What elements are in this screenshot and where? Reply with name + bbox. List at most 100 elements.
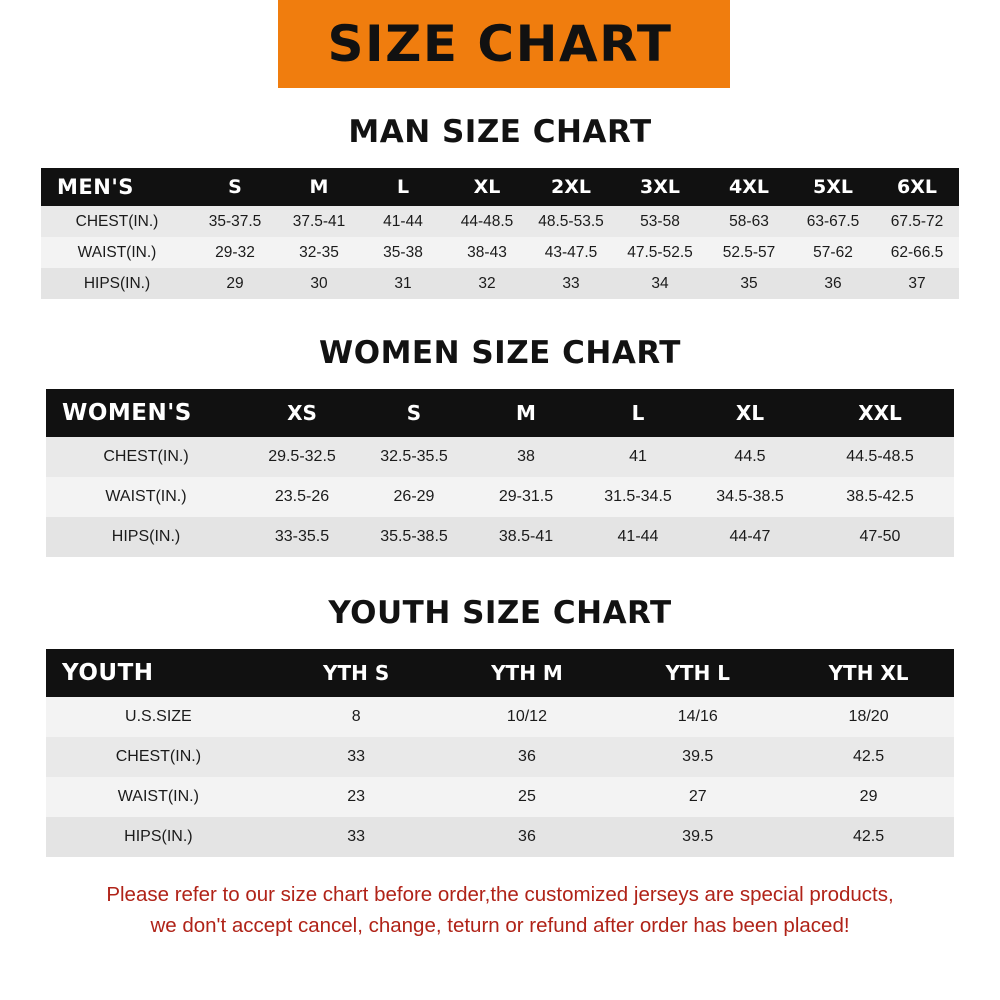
- table-cell: 25: [518, 788, 536, 805]
- table-cell: 33-35.5: [274, 528, 330, 545]
- youth-header-cell-4: YTH XL: [828, 661, 909, 685]
- table-cell: 44-47: [729, 528, 771, 545]
- table-row: CHEST(IN.) 33 36 39.5 42.5: [46, 737, 954, 777]
- women-header-cell-4: L: [631, 401, 645, 425]
- table-cell: 30: [310, 274, 328, 292]
- men-row-label-hips: HIPS(IN.): [83, 274, 151, 292]
- page-title: SIZE CHART: [327, 15, 673, 73]
- table-cell: 44.5-48.5: [846, 448, 914, 465]
- table-cell: 35-37.5: [208, 212, 262, 230]
- men-header-cell-0: MEN'S: [57, 175, 134, 199]
- table-cell: 41-44: [617, 528, 659, 545]
- women-row-label-chest: CHEST(IN.): [103, 448, 189, 465]
- women-header-cell-5: XL: [735, 401, 765, 425]
- table-cell: 37: [908, 274, 926, 292]
- table-cell: 39.5: [682, 828, 714, 845]
- table-cell: 35.5-38.5: [380, 528, 448, 545]
- table-cell: 38.5-41: [498, 528, 554, 545]
- men-row-label-chest: CHEST(IN.): [75, 212, 159, 230]
- table-cell: 27: [688, 788, 707, 805]
- table-row: HIPS(IN.) 33-35.5 35.5-38.5 38.5-41 41-4…: [46, 517, 954, 557]
- table-cell: 8: [351, 708, 361, 725]
- youth-row-label-ussize: U.S.SIZE: [125, 708, 192, 725]
- table-cell: 44.5: [734, 448, 766, 465]
- table-cell: 33: [562, 274, 580, 292]
- table-row: WAIST(IN.) 29-32 32-35 35-38 38-43 43-47…: [41, 237, 959, 268]
- men-header-cell-2: M: [309, 176, 329, 198]
- table-cell: 29: [859, 788, 878, 805]
- table-row: U.S.SIZE 8 10/12 14/16 18/20: [46, 697, 954, 737]
- youth-header-cell-2: YTH M: [491, 661, 563, 685]
- women-row-label-waist: WAIST(IN.): [105, 488, 187, 505]
- youth-row-label-chest: CHEST(IN.): [115, 748, 202, 765]
- disclaimer-line-2: we don't accept cancel, change, teturn o…: [150, 914, 850, 937]
- table-row: WAIST(IN.) 23 25 27 29: [46, 777, 954, 817]
- table-cell: 31.5-34.5: [604, 488, 672, 505]
- youth-header-cell-1: YTH S: [323, 661, 390, 685]
- table-cell: 34: [651, 274, 669, 292]
- table-cell: 35: [740, 274, 758, 292]
- table-cell: 36: [518, 828, 536, 845]
- table-row: HIPS(IN.) 33 36 39.5 42.5: [46, 817, 954, 857]
- table-cell: 62-66.5: [890, 243, 944, 261]
- men-header-cell-7: 4XL: [729, 176, 769, 198]
- table-cell: 34.5-38.5: [716, 488, 784, 505]
- men-header-cell-9: 6XL: [897, 176, 937, 198]
- table-cell: 39.5: [682, 748, 714, 765]
- header-banner: SIZE CHART: [0, 0, 1000, 88]
- youth-section-title: YOUTH SIZE CHART: [328, 595, 672, 631]
- table-cell: 37.5-41: [292, 212, 346, 230]
- youth-row-label-waist: WAIST(IN.): [117, 788, 199, 805]
- table-cell: 47-50: [859, 528, 901, 545]
- table-cell: 29-32: [215, 243, 255, 261]
- men-header-cell-3: L: [396, 176, 410, 198]
- men-row-label-waist: WAIST(IN.): [77, 243, 157, 261]
- table-cell: 38-43: [467, 243, 507, 261]
- disclaimer-note: Please refer to our size chart before or…: [25, 879, 975, 941]
- table-cell: 32-35: [299, 243, 339, 261]
- table-cell: 29-31.5: [498, 488, 554, 505]
- table-cell: 32: [478, 274, 496, 292]
- men-header-cell-8: 5XL: [813, 176, 853, 198]
- women-section: WOMEN SIZE CHART WOMEN'S XS S M L XL XXL: [0, 335, 1000, 557]
- men-header-cell-6: 3XL: [640, 176, 680, 198]
- table-cell: 29.5-32.5: [268, 448, 336, 465]
- table-cell: 42.5: [853, 828, 885, 845]
- women-size-table: WOMEN'S XS S M L XL XXL CHEST(IN.) 29.5-…: [46, 389, 954, 557]
- table-cell: 18/20: [848, 708, 889, 725]
- table-cell: 58-63: [729, 212, 769, 230]
- disclaimer-line-1: Please refer to our size chart before or…: [106, 883, 894, 906]
- table-cell: 33: [347, 748, 366, 765]
- youth-row-label-hips: HIPS(IN.): [124, 828, 193, 845]
- table-row: CHEST(IN.) 29.5-32.5 32.5-35.5 38 41 44.…: [46, 437, 954, 477]
- table-cell: 26-29: [393, 488, 435, 505]
- youth-section: YOUTH SIZE CHART YOUTH YTH S YTH M YTH L…: [0, 595, 1000, 857]
- table-cell: 38: [517, 448, 535, 465]
- youth-header-cell-0: YOUTH: [62, 660, 154, 686]
- table-cell: 41: [629, 448, 647, 465]
- banner-right-notch: [730, 0, 1000, 88]
- table-cell: 41-44: [383, 212, 423, 230]
- women-header-cell-6: XXL: [858, 401, 902, 425]
- table-cell: 47.5-52.5: [627, 243, 693, 261]
- table-cell: 31: [394, 274, 412, 292]
- table-cell: 23.5-26: [274, 488, 330, 505]
- table-cell: 32.5-35.5: [380, 448, 448, 465]
- table-cell: 14/16: [677, 708, 718, 725]
- table-cell: 36: [518, 748, 536, 765]
- women-header-cell-2: S: [406, 401, 422, 425]
- table-cell: 67.5-72: [890, 212, 944, 230]
- table-cell: 52.5-57: [722, 243, 776, 261]
- table-cell: 10/12: [506, 708, 547, 725]
- women-row-label-hips: HIPS(IN.): [111, 528, 181, 545]
- men-header-cell-4: XL: [473, 176, 501, 198]
- men-header-cell-1: S: [228, 176, 242, 198]
- women-table-header-row: WOMEN'S XS S M L XL XXL: [46, 389, 954, 437]
- man-section-title: MAN SIZE CHART: [348, 114, 652, 150]
- table-row: WAIST(IN.) 23.5-26 26-29 29-31.5 31.5-34…: [46, 477, 954, 517]
- table-row: CHEST(IN.) 35-37.5 37.5-41 41-44 44-48.5…: [41, 206, 959, 237]
- table-cell: 36: [824, 274, 842, 292]
- men-size-table: MEN'S S M L XL 2XL 3XL 4XL 5XL 6XL CHEST…: [41, 168, 959, 299]
- table-cell: 44-48.5: [460, 212, 514, 230]
- banner-left-notch: [0, 0, 278, 88]
